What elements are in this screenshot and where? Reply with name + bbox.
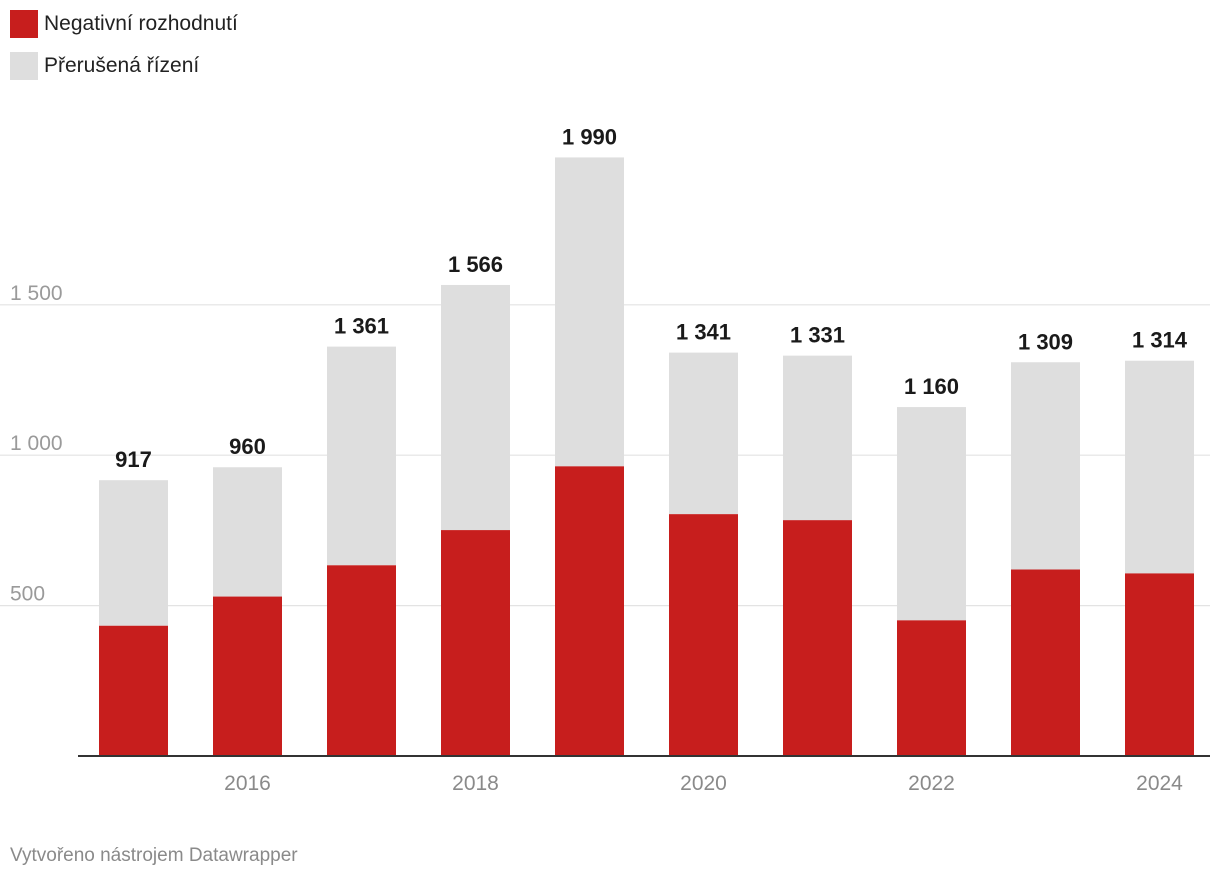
total-data-label: 1 309 — [1018, 329, 1073, 354]
total-data-label: 1 990 — [562, 124, 617, 149]
bar-negativni-rozhodnuti-2016 — [213, 596, 282, 756]
x-tick-label: 2020 — [680, 772, 727, 795]
legend-item-interrupted: Přerušená řízení — [10, 52, 238, 80]
x-tick-label: 2024 — [1136, 772, 1183, 795]
total-data-label: 1 566 — [448, 252, 503, 277]
legend-item-negative: Negativní rozhodnutí — [10, 10, 238, 38]
y-tick-label: 1 000 — [10, 432, 63, 455]
total-data-label: 917 — [115, 447, 152, 472]
total-data-label: 1 160 — [904, 374, 959, 399]
bar-negativni-rozhodnuti-2023 — [1011, 569, 1080, 756]
y-tick-label: 500 — [10, 583, 45, 606]
total-data-label: 1 331 — [790, 323, 845, 348]
bar-prerusena-rizeni-2022 — [897, 407, 966, 621]
bar-prerusena-rizeni-2017 — [327, 346, 396, 566]
bar-prerusena-rizeni-2018 — [441, 284, 510, 531]
total-data-label: 1 341 — [676, 320, 731, 345]
x-tick-label: 2022 — [908, 772, 955, 795]
x-tick-label: 2018 — [452, 772, 499, 795]
bar-negativni-rozhodnuti-2019 — [555, 466, 624, 756]
total-data-label: 960 — [229, 434, 266, 459]
bar-negativni-rozhodnuti-2017 — [327, 565, 396, 756]
y-tick-label: 1 500 — [10, 282, 63, 305]
bar-negativni-rozhodnuti-2022 — [897, 620, 966, 756]
bar-negativni-rozhodnuti-2020 — [669, 514, 738, 756]
bar-prerusena-rizeni-2015 — [99, 480, 168, 626]
bar-prerusena-rizeni-2019 — [555, 157, 624, 467]
legend-label-interrupted: Přerušená řízení — [44, 54, 200, 77]
total-data-label: 1 314 — [1132, 328, 1188, 353]
bar-negativni-rozhodnuti-2015 — [99, 625, 168, 756]
bar-prerusena-rizeni-2016 — [213, 467, 282, 597]
bar-prerusena-rizeni-2023 — [1011, 362, 1080, 570]
bar-prerusena-rizeni-2020 — [669, 352, 738, 515]
bar-negativni-rozhodnuti-2018 — [441, 530, 510, 756]
footer-credit: Vytvořeno nástrojem Datawrapper — [10, 845, 298, 866]
legend: Negativní rozhodnutí Přerušená řízení — [10, 10, 238, 94]
legend-swatch-negative — [10, 10, 38, 38]
x-tick-label: 2016 — [224, 772, 271, 795]
total-data-label: 1 361 — [334, 314, 389, 339]
bar-prerusena-rizeni-2021 — [783, 355, 852, 521]
bar-prerusena-rizeni-2024 — [1125, 360, 1194, 574]
legend-label-negative: Negativní rozhodnutí — [44, 12, 238, 35]
legend-swatch-interrupted — [10, 52, 38, 80]
bar-negativni-rozhodnuti-2021 — [783, 520, 852, 756]
bar-negativni-rozhodnuti-2024 — [1125, 573, 1194, 756]
